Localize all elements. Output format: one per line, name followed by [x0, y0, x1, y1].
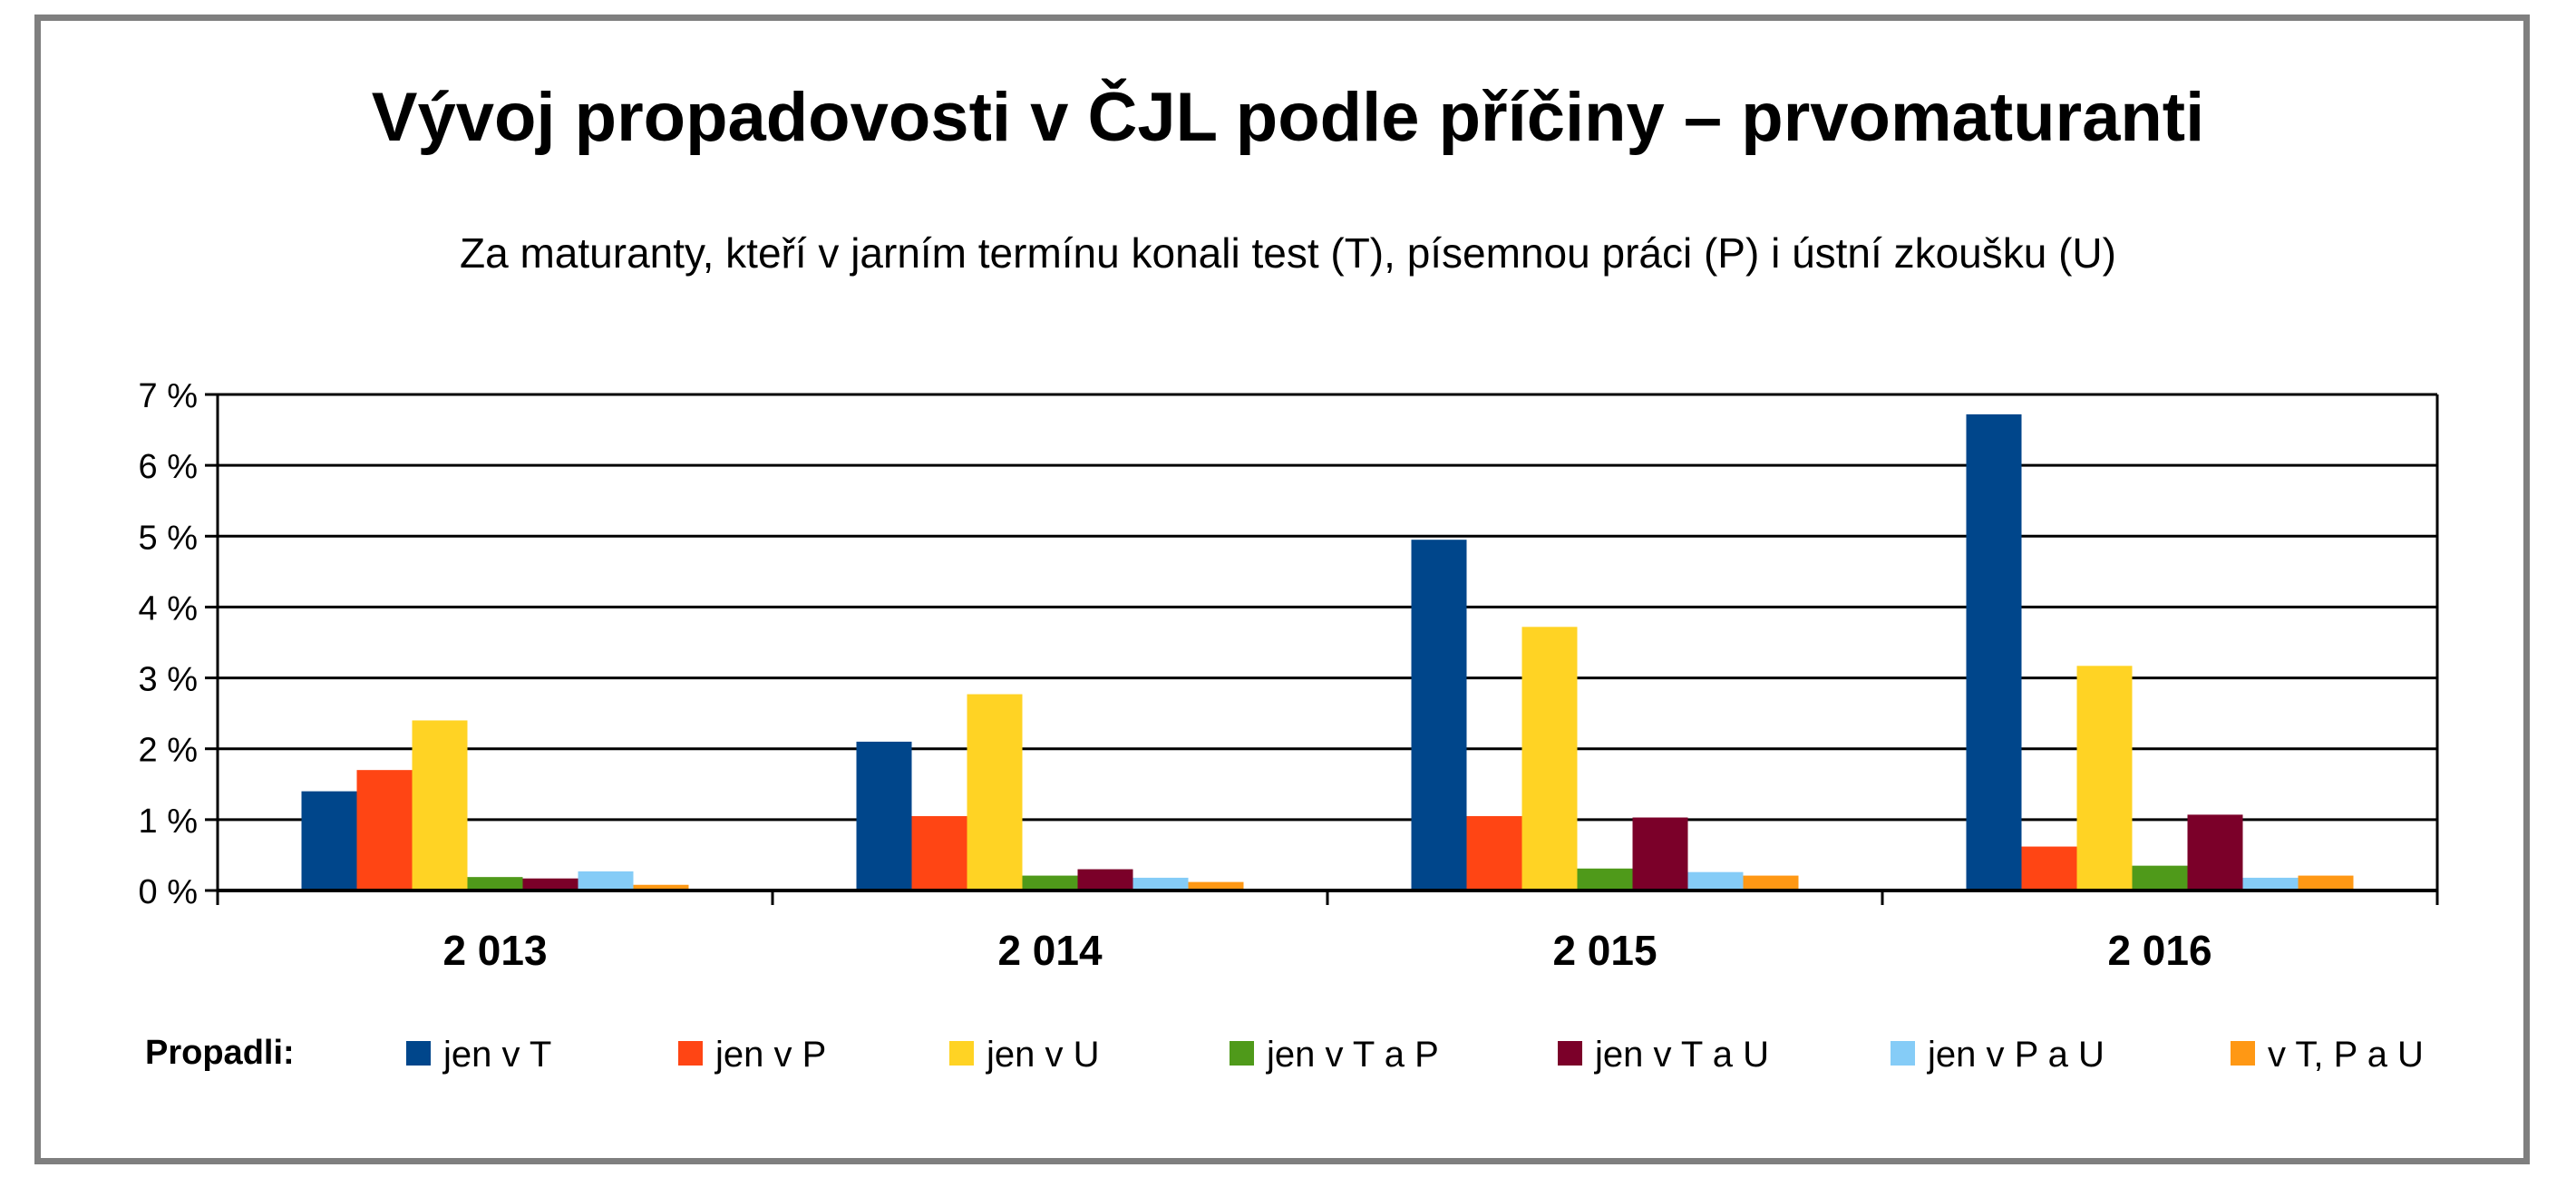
y-tick-label: 6 %	[139, 448, 198, 486]
legend-item: jen v P	[678, 1035, 826, 1075]
y-tick-label: 1 %	[139, 803, 198, 841]
chart-subtitle: Za maturanty, kteří v jarním termínu kon…	[460, 229, 2116, 277]
legend-label: jen v P	[715, 1035, 827, 1075]
legend-item: jen v T	[406, 1035, 551, 1075]
legend-swatch	[1558, 1040, 1582, 1066]
bar	[412, 720, 468, 890]
legend-label: jen v T	[443, 1035, 552, 1075]
y-tick-label: 5 %	[139, 519, 198, 557]
legend-item: v T, P a U	[2231, 1035, 2424, 1075]
bar	[522, 878, 578, 890]
legend-swatch	[678, 1040, 703, 1066]
x-tick-label: 2 016	[2107, 927, 2211, 974]
bar	[1132, 877, 1189, 890]
bar	[911, 815, 967, 890]
bar	[1411, 540, 1467, 890]
bar	[1077, 869, 1133, 890]
legend-swatch	[1230, 1040, 1254, 1066]
legend-title: Propadli:	[145, 1034, 295, 1072]
bar	[301, 791, 357, 890]
y-tick-label: 7 %	[139, 377, 198, 415]
bar	[356, 770, 413, 890]
x-tick-label: 2 013	[442, 927, 547, 974]
legend-swatch	[2231, 1040, 2255, 1066]
bar	[1966, 414, 2022, 890]
chart-frame	[34, 15, 2530, 1164]
bar	[2298, 875, 2354, 890]
legend-item: jen v U	[949, 1035, 1100, 1075]
legend-item: jen v P a U	[1891, 1035, 2105, 1075]
chart-title: Vývoj propadovosti v ČJL podle příčiny –…	[371, 79, 2205, 156]
legend-swatch	[406, 1040, 431, 1066]
bar	[2242, 877, 2299, 890]
bar	[1577, 868, 1633, 890]
legend-label: jen v T a U	[1595, 1035, 1769, 1075]
bar	[1687, 871, 1744, 890]
bar	[1188, 881, 1244, 890]
bar	[2187, 814, 2243, 890]
bar	[633, 884, 689, 890]
y-tick-label: 0 %	[139, 873, 198, 911]
bar	[1743, 875, 1799, 890]
bar	[856, 741, 912, 890]
legend-swatch	[1891, 1040, 1915, 1066]
legend-label: jen v T a P	[1267, 1035, 1439, 1075]
bar	[467, 877, 523, 890]
legend-label: jen v P a U	[1928, 1035, 2105, 1075]
bar	[1466, 815, 1522, 890]
x-tick-label: 2 014	[997, 927, 1103, 974]
y-tick-label: 4 %	[139, 589, 198, 628]
bar	[967, 694, 1023, 890]
legend-label: v T, P a U	[2268, 1035, 2424, 1075]
legend-swatch	[949, 1040, 974, 1066]
bar	[1022, 875, 1078, 890]
bar	[578, 871, 634, 890]
bar	[1632, 817, 1688, 890]
legend-item: jen v T a P	[1230, 1035, 1439, 1075]
legend-item: jen v T a U	[1558, 1035, 1769, 1075]
legend-label: jen v U	[987, 1035, 1100, 1075]
bar	[2132, 865, 2188, 890]
y-tick-label: 2 %	[139, 732, 198, 770]
bar	[2076, 666, 2133, 890]
bar	[2021, 846, 2077, 890]
x-tick-label: 2 015	[1552, 927, 1657, 974]
bar	[1521, 627, 1578, 890]
y-tick-label: 3 %	[139, 661, 198, 699]
